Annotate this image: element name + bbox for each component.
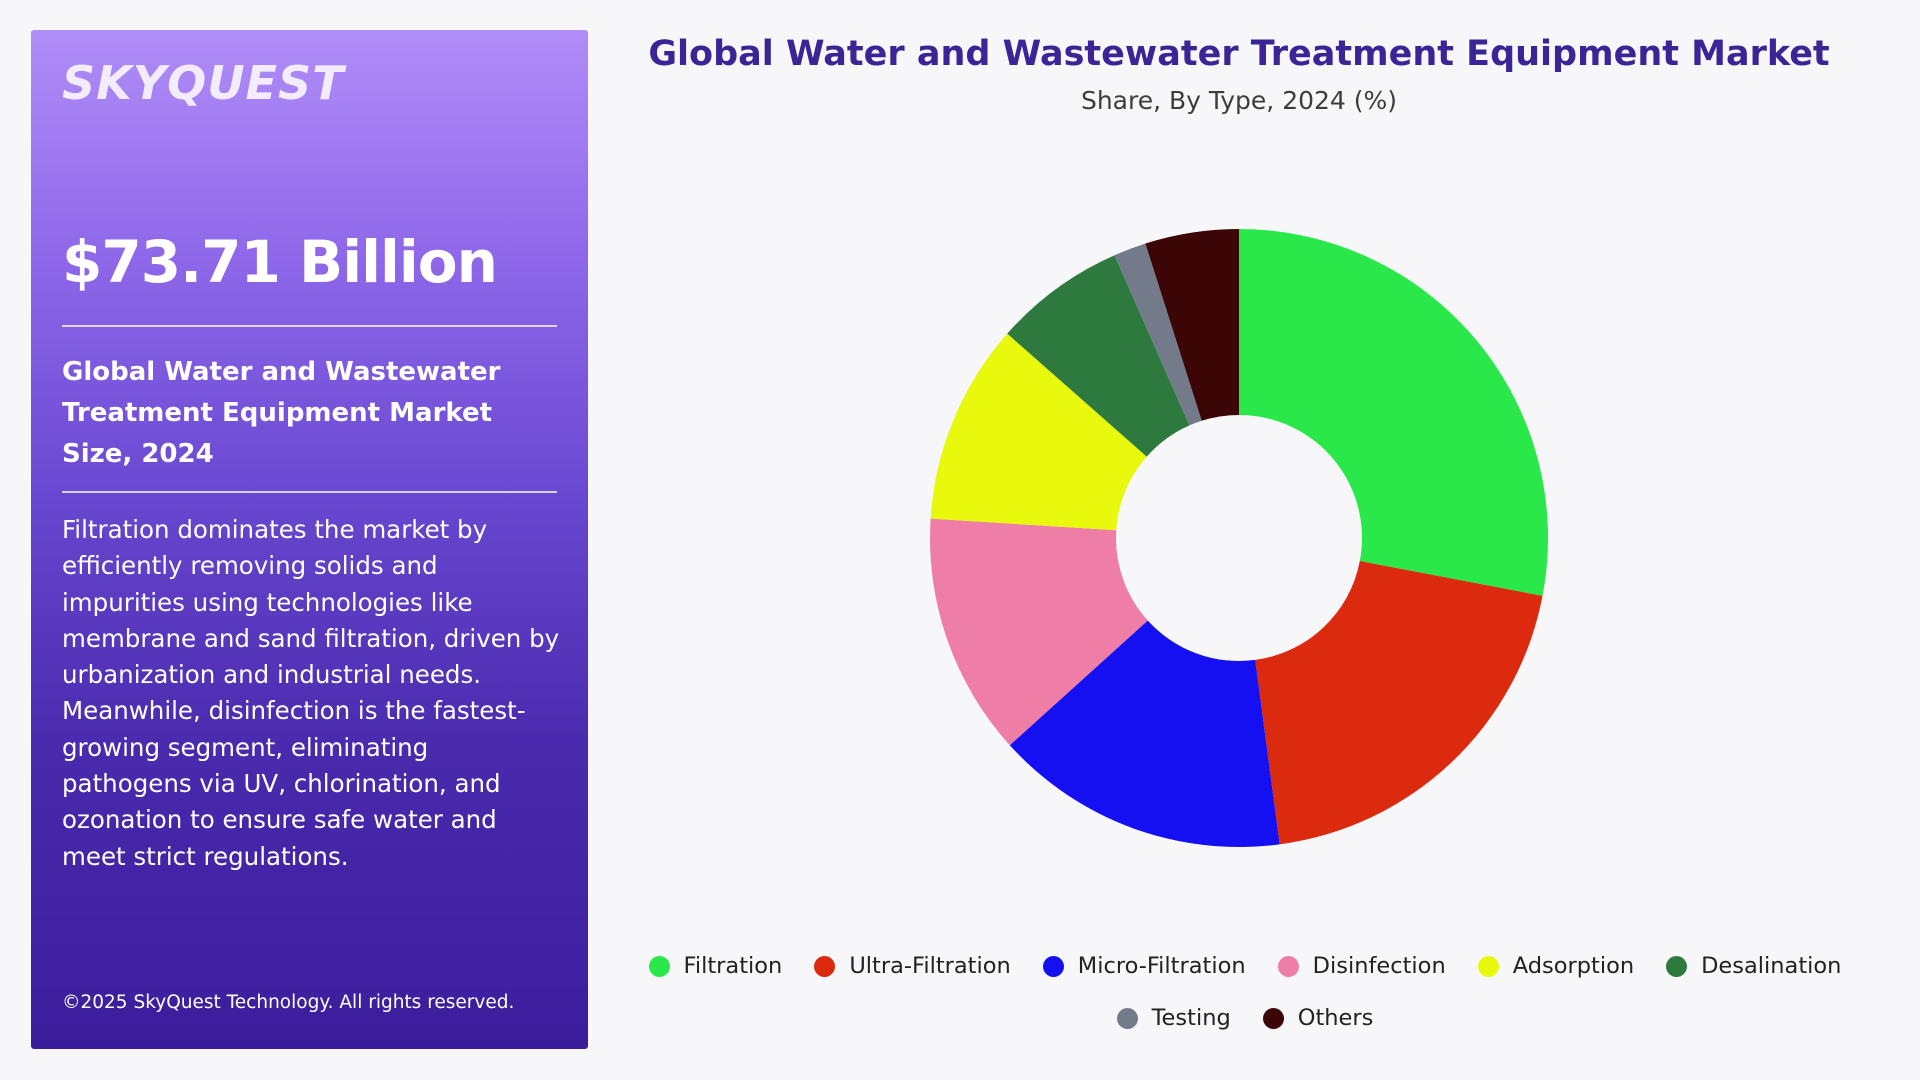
legend-label: Others: [1297, 1005, 1374, 1031]
summary-panel: SKYQUEST $73.71 Billion Global Water and…: [31, 30, 588, 1049]
skyquest-logo: SKYQUEST: [62, 56, 345, 110]
legend-label: Adsorption: [1512, 953, 1635, 979]
legend-item-others[interactable]: Others: [1262, 1005, 1374, 1031]
legend-label: Testing: [1151, 1005, 1231, 1031]
donut-slice-micro-filtration[interactable]: [1009, 620, 1280, 848]
donut-slice-testing[interactable]: [1114, 243, 1202, 426]
legend-item-desalination[interactable]: Desalination: [1666, 953, 1841, 979]
donut-slice-filtration[interactable]: [1239, 229, 1548, 596]
legend-item-adsorption[interactable]: Adsorption: [1477, 953, 1635, 979]
chart-subtitle: Share, By Type, 2024 (%): [1080, 86, 1398, 115]
legend-swatch: [814, 955, 836, 977]
legend-label: Filtration: [683, 953, 783, 979]
legend-swatch: [648, 955, 670, 977]
market-value: $73.71 Billion: [62, 228, 498, 296]
market-description: Filtration dominates the market by effic…: [62, 515, 560, 871]
legend-swatch: [1277, 955, 1299, 977]
legend-swatch: [1262, 1007, 1284, 1029]
chart-title: Global Water and Wastewater Treatment Eq…: [648, 34, 1830, 74]
divider: [62, 491, 557, 493]
legend-item-micro-filtration[interactable]: Micro-Filtration: [1042, 953, 1246, 979]
divider: [62, 325, 557, 327]
donut-slice-ultra-filtration[interactable]: [1255, 561, 1543, 845]
legend-item-ultra-filtration[interactable]: Ultra-Filtration: [814, 953, 1011, 979]
legend-item-disinfection[interactable]: Disinfection: [1277, 953, 1446, 979]
legend-item-testing[interactable]: Testing: [1116, 1005, 1231, 1031]
donut-slice-adsorption[interactable]: [930, 333, 1147, 531]
legend-swatch: [1477, 955, 1499, 977]
legend-label: Desalination: [1701, 953, 1842, 979]
legend-label: Micro-Filtration: [1077, 953, 1246, 979]
legend-swatch: [1666, 955, 1688, 977]
market-size-title: Global Water and Wastewater Treatment Eq…: [62, 357, 501, 469]
donut-slice-desalination[interactable]: [1007, 255, 1190, 457]
legend-swatch: [1116, 1007, 1138, 1029]
legend-swatch: [1042, 955, 1064, 977]
legend-item-filtration[interactable]: Filtration: [648, 953, 783, 979]
copyright-notice: ©2025 SkyQuest Technology. All rights re…: [62, 992, 515, 1013]
donut-slice-others[interactable]: [1145, 229, 1239, 421]
legend-label: Ultra-Filtration: [849, 953, 1011, 979]
legend-label: Disinfection: [1312, 953, 1446, 979]
donut-slice-disinfection[interactable]: [930, 518, 1148, 746]
chart-legend: Filtration Ultra-Filtration Micro-Filtrati…: [620, 953, 1870, 1031]
